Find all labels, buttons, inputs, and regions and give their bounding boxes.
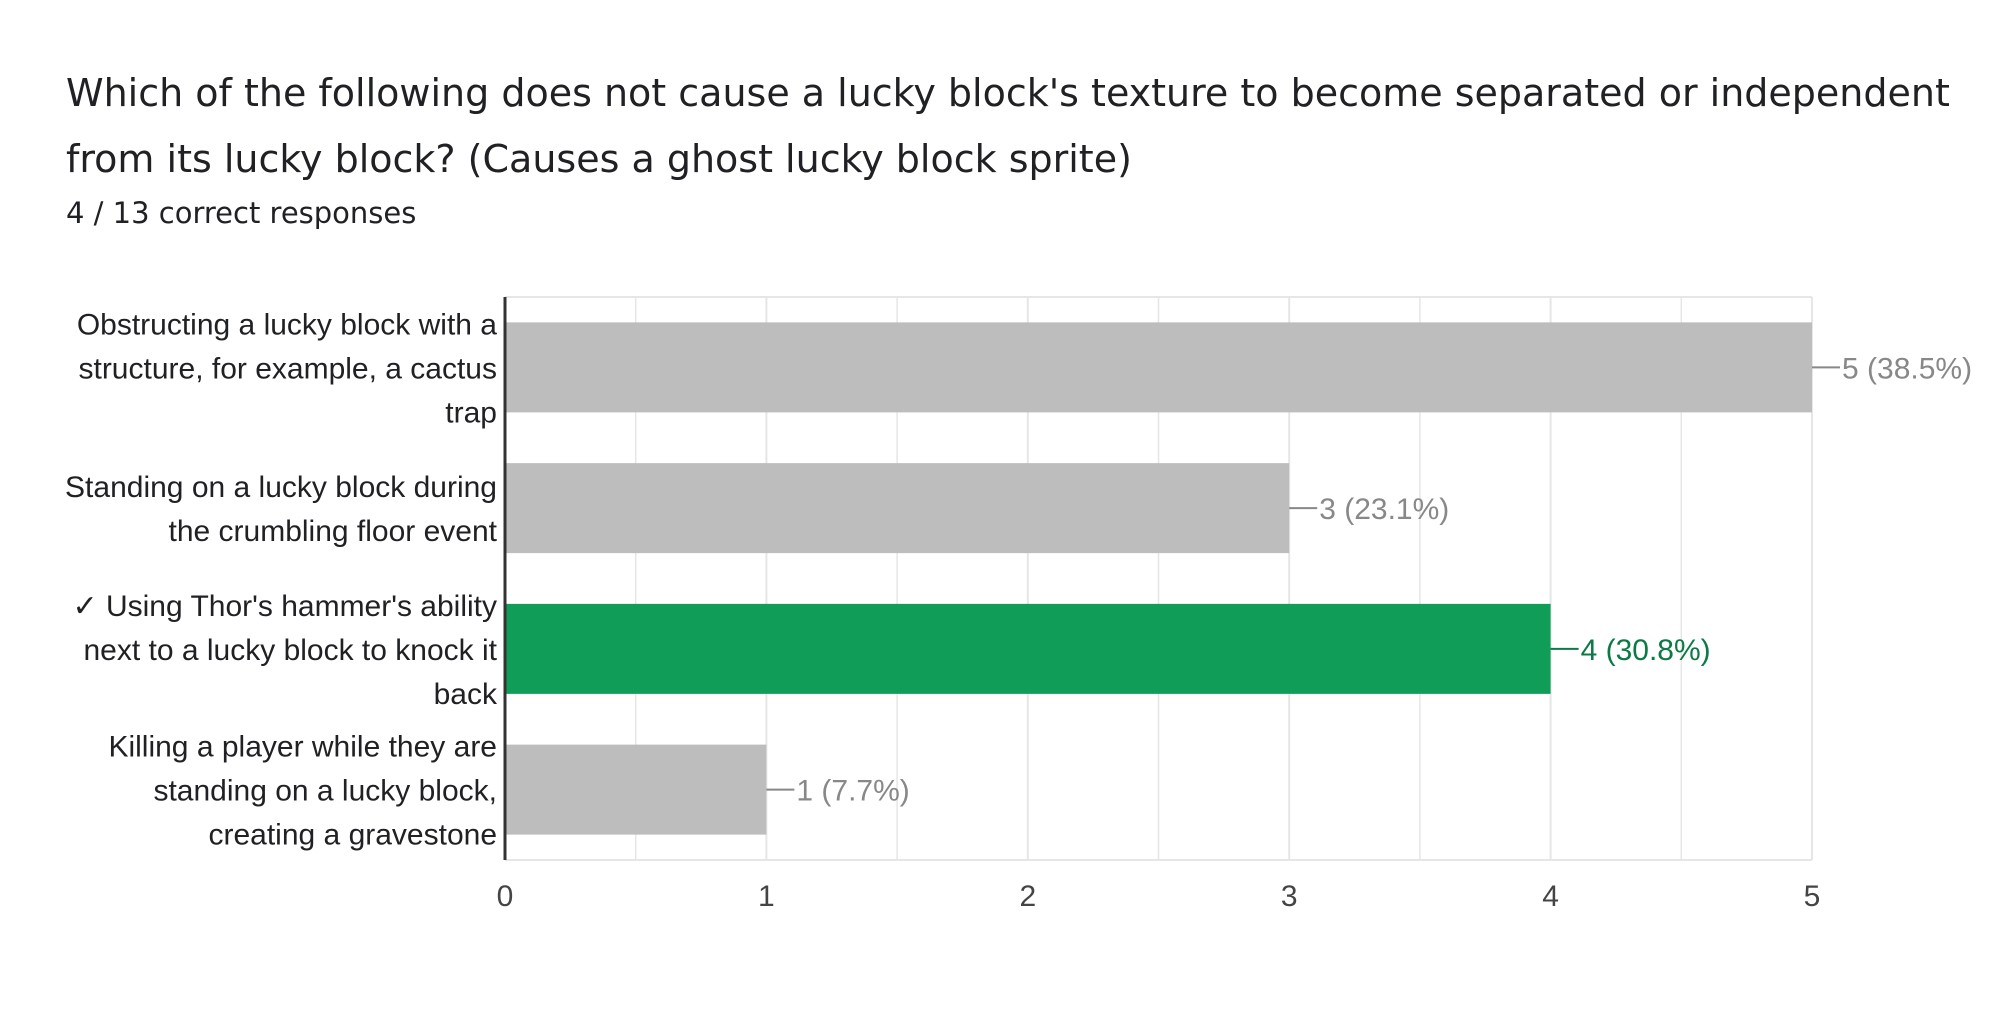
category-label-line: standing on a lucky block,	[153, 775, 497, 808]
category-label: Standing on a lucky block during the crum…	[65, 471, 498, 548]
x-tick-label: 0	[497, 880, 514, 913]
category-labels: Obstructing a lucky block with a structur…	[65, 308, 498, 851]
value-label: 5 (38.5%)	[1842, 352, 1972, 385]
value-labels: 5 (38.5%) 3 (23.1%) 4 (30.8%) 1 (7.7%)	[766, 352, 1972, 808]
category-label: Obstructing a lucky block with a structur…	[77, 308, 497, 429]
value-label: 4 (30.8%)	[1581, 634, 1711, 667]
category-label-line: back	[434, 678, 498, 711]
bar	[505, 463, 1290, 554]
category-label: ✓ Using Thor's hammer's ability next to a…	[73, 590, 498, 711]
category-label-line: Killing a player while they are	[108, 731, 497, 764]
x-tick-label: 5	[1804, 880, 1821, 913]
bar-correct	[505, 603, 1551, 694]
x-tick-label: 1	[758, 880, 775, 913]
bar	[505, 322, 1812, 413]
x-tick-label: 3	[1281, 880, 1298, 913]
category-label-line: the crumbling floor event	[168, 515, 497, 548]
bar	[505, 744, 767, 835]
category-label-line: trap	[445, 396, 497, 429]
x-tick-label: 4	[1542, 880, 1559, 913]
question-title: Which of the following does not cause a …	[66, 71, 1950, 181]
category-label-line: creating a gravestone	[208, 819, 497, 852]
x-tick-label: 2	[1019, 880, 1036, 913]
value-label: 1 (7.7%)	[796, 775, 909, 808]
category-label-line: Obstructing a lucky block with a	[77, 308, 497, 341]
category-label: Killing a player while they are standing …	[108, 731, 497, 852]
category-label-line: structure, for example, a cactus	[78, 352, 497, 385]
bars	[505, 322, 1812, 835]
category-label-line: Standing on a lucky block during	[65, 471, 497, 504]
x-tick-labels: 0 1 2 3 4 5	[497, 880, 1821, 913]
category-label-line: ✓ Using Thor's hammer's ability	[73, 590, 498, 623]
score-summary: 4 / 13 correct responses	[66, 196, 417, 230]
value-label: 3 (23.1%)	[1319, 493, 1449, 526]
category-label-line: next to a lucky block to knock it	[83, 634, 497, 667]
